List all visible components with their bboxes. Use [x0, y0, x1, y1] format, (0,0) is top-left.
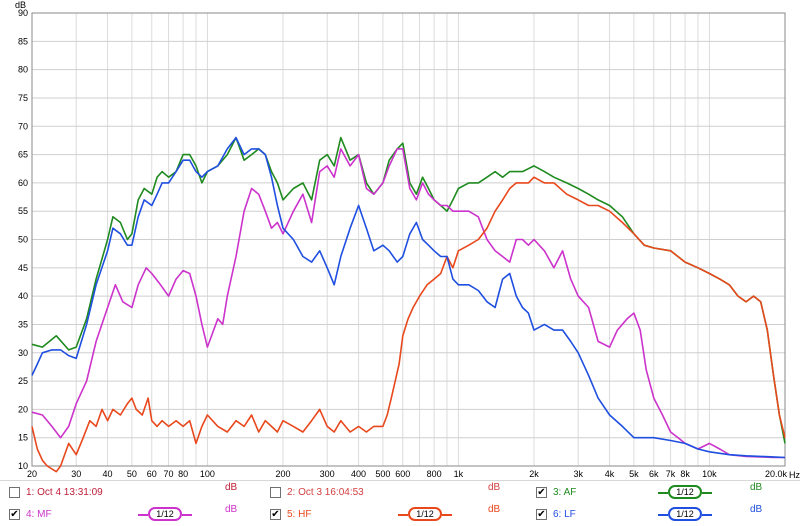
y-tick-label: 60	[18, 178, 28, 188]
x-tick-label: 200	[275, 469, 290, 479]
y-tick-label: 70	[18, 121, 28, 131]
legend-unit-6: dB	[750, 504, 763, 515]
frequency-response-chart: 10 15 20 25 30 35 40 45 50 55 60 65 70 75 80 85 90 20 30 4…	[15, 0, 800, 480]
x-tick-label: 30	[71, 469, 81, 479]
y-tick-label: 50	[18, 235, 28, 245]
x-tick-label: 10k	[702, 469, 717, 479]
smoothing-badge-4[interactable]: 1/12	[138, 507, 192, 521]
x-tick-label: 300	[320, 469, 335, 479]
x-tick-label: 600	[395, 469, 410, 479]
legend-label-5: 5: HF	[287, 509, 312, 520]
y-tick-label: 10	[18, 461, 28, 471]
y-tick-label: 40	[18, 291, 28, 301]
y-tick-label: 90	[18, 8, 28, 18]
y-tick-label: 65	[18, 150, 28, 160]
legend-checkbox-4[interactable]: ✔	[9, 509, 20, 520]
x-tick-label: 400	[351, 469, 366, 479]
smoothing-badge-5[interactable]: 1/12	[398, 507, 452, 521]
legend-checkbox-5[interactable]: ✔	[270, 509, 281, 520]
legend-label-3: 3: AF	[553, 487, 577, 498]
x-tick-label: 3k	[573, 469, 583, 479]
legend-unit-3: dB	[750, 482, 763, 493]
x-tick-label: 60	[147, 469, 157, 479]
x-tick-label: 1k	[454, 469, 464, 479]
y-tick-label: 45	[18, 263, 28, 273]
x-tick-label: 7k	[666, 469, 676, 479]
x-tick-label: 50	[127, 469, 137, 479]
legend-unit-4: dB	[225, 504, 238, 515]
x-tick-label: 100	[200, 469, 215, 479]
x-tick-label: 20	[27, 469, 37, 479]
legend-checkbox-2[interactable]	[270, 487, 281, 498]
y-tick-label: 55	[18, 206, 28, 216]
legend-unit-5: dB	[488, 504, 501, 515]
x-tick-label: 20.0k	[765, 469, 788, 479]
legend: 1: Oct 4 13:31:09 dB 2: Oct 3 16:04:53 d…	[0, 480, 800, 526]
x-tick-label: 6k	[649, 469, 659, 479]
y-tick-label: 80	[18, 65, 28, 75]
x-tick-label: 80	[178, 469, 188, 479]
y-tick-label: 25	[18, 376, 28, 386]
x-tick-label: 500	[375, 469, 390, 479]
y-tick-label: 85	[18, 36, 28, 46]
x-unit-label: Hz	[789, 470, 800, 480]
x-tick-label: 5k	[629, 469, 639, 479]
legend-label-6: 6: LF	[553, 509, 576, 520]
x-tick-label: 2k	[529, 469, 539, 479]
legend-label-2: 2: Oct 3 16:04:53	[287, 487, 364, 498]
legend-unit-1: dB	[225, 482, 238, 493]
legend-checkbox-1[interactable]	[9, 487, 20, 498]
y-tick-label: 15	[18, 433, 28, 443]
smoothing-badge-6[interactable]: 1/12	[658, 507, 712, 521]
y-tick-label: 75	[18, 93, 28, 103]
smoothing-badge-3[interactable]: 1/12	[658, 485, 712, 499]
series-line-4	[31, 148, 785, 459]
y-tick-label: 20	[18, 404, 28, 414]
y-tick-label: 30	[18, 348, 28, 358]
x-tick-label: 4k	[605, 469, 615, 479]
plot-frame	[31, 12, 786, 467]
legend-unit-2: dB	[488, 482, 501, 493]
x-tick-label: 40	[103, 469, 113, 479]
legend-label-4: 4: MF	[26, 509, 52, 520]
x-tick-label: 70	[164, 469, 174, 479]
x-tick-label: 800	[427, 469, 442, 479]
legend-label-1: 1: Oct 4 13:31:09	[26, 487, 103, 498]
legend-checkbox-3[interactable]: ✔	[536, 487, 547, 498]
y-tick-label: 35	[18, 319, 28, 329]
x-tick-label: 8k	[680, 469, 690, 479]
legend-checkbox-6[interactable]: ✔	[536, 509, 547, 520]
series-line-5	[31, 176, 786, 473]
series-line-6	[31, 136, 786, 459]
y-unit-label: dB	[15, 0, 26, 10]
